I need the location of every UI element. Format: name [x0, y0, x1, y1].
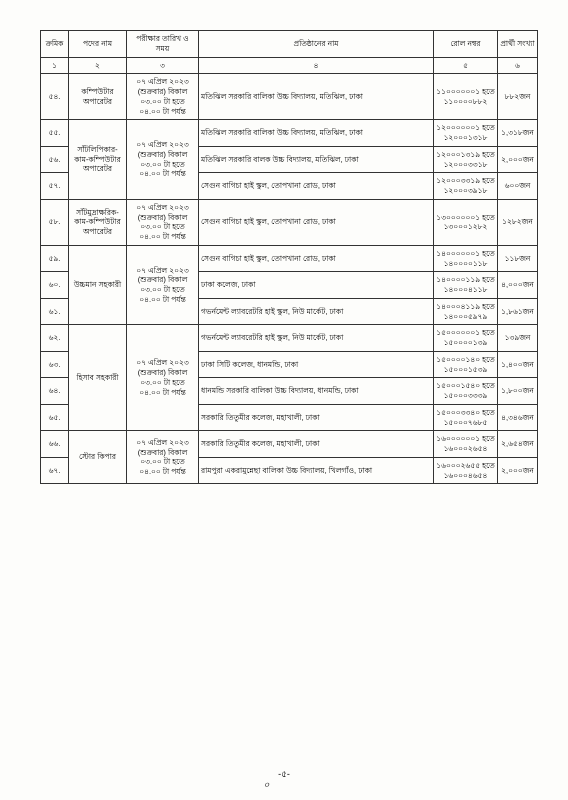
- cell-roll: ১৬০০০২৬৫৫ হতে ১৬০০০৪৬৫৪: [434, 457, 498, 484]
- cell-roll: ১৫০০০০০০১ হতে ১৫০০০০১৩৯: [434, 325, 498, 352]
- col-post: পদের নাম: [69, 31, 127, 58]
- cell-dt: ০৭ এপ্রিল ২০২৩ (শুক্রবার) বিকাল ০৩.০০ টা…: [127, 325, 199, 431]
- cell-inst: রামপুরা একরামুন্নেছা বালিকা উচ্চ বিদ্যাল…: [199, 457, 434, 484]
- cell-sn: ৫৯.: [41, 245, 69, 272]
- page-number: -৫-: [0, 767, 568, 782]
- table-row: ৫৮. সাঁটমুদ্রাক্ষরিক-কাম-কম্পিউটার অপারে…: [41, 199, 538, 245]
- cell-post: উচ্চমান সহকারী: [69, 245, 127, 325]
- cell-inst: গভর্নমেন্ট ল্যাবরেটরি হাই স্কুল, নিউ মার…: [199, 298, 434, 325]
- cell-inst: মতিঝিল সরকারি বালিকা উচ্চ বিদ্যালয়, মতি…: [199, 120, 434, 147]
- cell-dt: ০৭ এপ্রিল ২০২৩ (শুক্রবার) বিকাল ০৩.০০ টা…: [127, 199, 199, 245]
- cell-inst: ঢাকা সিটি কলেজ, ধানমন্ডি, ঢাকা: [199, 351, 434, 378]
- col-institution: প্রতিষ্ঠানের নাম: [199, 31, 434, 58]
- cell-inst: সেগুন বাগিচা হাই স্কুল, তোপখানা রোড, ঢাক…: [199, 199, 434, 245]
- table-row: ৫৯. উচ্চমান সহকারী ০৭ এপ্রিল ২০২৩ (শুক্র…: [41, 245, 538, 272]
- cell-cnt: ২,৬৫৪জন: [498, 431, 538, 458]
- cell-cnt: ৬০০জন: [498, 173, 538, 200]
- cell-roll: ১৫০০০১৫৪০ হতে ১৫০০০৩৩৩৯: [434, 378, 498, 405]
- cell-dt: ০৭ এপ্রিল ২০২৩ (শুক্রবার) বিকাল ০৩.০০ টা…: [127, 245, 199, 325]
- cell-cnt: ৮৮২জন: [498, 74, 538, 120]
- col-datetime: পরীক্ষার তারিখ ও সময়: [127, 31, 199, 58]
- cell-roll: ১৫০০০০১৪০ হতে ১৫০০০১৫৩৯: [434, 351, 498, 378]
- cell-sn: ৬০.: [41, 272, 69, 299]
- cell-cnt: ২,০০০জন: [498, 457, 538, 484]
- cell-dt: ০৭ এপ্রিল ২০২৩ (শুক্রবার) বিকাল ০৩.০০ টা…: [127, 120, 199, 200]
- subheader-row: ১ ২ ৩ ৪ ৫ ৬: [41, 57, 538, 74]
- cell-post: স্টোর কিপার: [69, 431, 127, 484]
- cell-cnt: ১,৮৬১জন: [498, 298, 538, 325]
- cell-dt: ০৭ এপ্রিল ২০২৩ (শুক্রবার) বিকাল ০৩.০০ টা…: [127, 74, 199, 120]
- cell-cnt: ২,০০০জন: [498, 146, 538, 173]
- cell-cnt: ১,৮০০জন: [498, 378, 538, 405]
- cell-post: সাঁটমুদ্রাক্ষরিক-কাম-কম্পিউটার অপারেটর: [69, 199, 127, 245]
- cell-post: সাঁটলিপিকার-কাম-কম্পিউটার অপারেটর: [69, 120, 127, 200]
- cell-inst: ধানমন্ডি সরকারি বালিকা উচ্চ বিদ্যালয়, ধ…: [199, 378, 434, 405]
- cell-roll: ১২০০০১৩১৯ হতে ১২০০০৩৩১৮: [434, 146, 498, 173]
- cell-sn: ৬৪.: [41, 378, 69, 405]
- col-serial: ক্রমিক: [41, 31, 69, 58]
- cell-roll: ১৪০০০০০০১ হতে ১৪০০০০১১৮: [434, 245, 498, 272]
- cell-sn: ৬১.: [41, 298, 69, 325]
- cell-inst: সেগুন বাগিচা হাই স্কুল, তোপখানা রোড, ঢাক…: [199, 173, 434, 200]
- cell-sn: ৫৬.: [41, 146, 69, 173]
- cell-sn: ৬৬.: [41, 431, 69, 458]
- schedule-table: ক্রমিক পদের নাম পরীক্ষার তারিখ ও সময় প্…: [40, 30, 538, 484]
- cell-roll: ১৫০০০৩৩৪০ হতে ১৫০০০৭৬৮৫: [434, 404, 498, 431]
- cell-inst: সরকারি তিতুমীর কলেজ, মহাখালী, ঢাকা: [199, 404, 434, 431]
- signature-mark: ৹: [264, 775, 269, 796]
- cell-cnt: ১৩৯জন: [498, 325, 538, 352]
- cell-roll: ১৬০০০০০০১ হতে ১৬০০০২৬৫৪: [434, 431, 498, 458]
- cell-sn: ৬২.: [41, 325, 69, 352]
- cell-sn: ৫৮.: [41, 199, 69, 245]
- cell-cnt: ১২৮২জন: [498, 199, 538, 245]
- table-row: ৫৫. সাঁটলিপিকার-কাম-কম্পিউটার অপারেটর ০৭…: [41, 120, 538, 147]
- cell-sn: ৬৭.: [41, 457, 69, 484]
- table-row: ৬২. হিসাব সহকারী ০৭ এপ্রিল ২০২৩ (শুক্রবা…: [41, 325, 538, 352]
- cell-dt: ০৭ এপ্রিল ২০২৩ (শুক্রবার) বিকাল ০৩.০০ টা…: [127, 431, 199, 484]
- cell-sn: ৫৪.: [41, 74, 69, 120]
- cell-inst: সরকারি তিতুমীর কলেজ, মহাখালী, ঢাকা: [199, 431, 434, 458]
- cell-sn: ৬৩.: [41, 351, 69, 378]
- cell-roll: ১১০০০০০০১ হতে ১১০০০০৮৮২: [434, 74, 498, 120]
- cell-cnt: ১,৪০০জন: [498, 351, 538, 378]
- cell-cnt: ১,৩১৮জন: [498, 120, 538, 147]
- cell-sn: ৫৫.: [41, 120, 69, 147]
- cell-cnt: ৪,০০০জন: [498, 272, 538, 299]
- document-page: ক্রমিক পদের নাম পরীক্ষার তারিখ ও সময় প্…: [0, 0, 568, 800]
- cell-roll: ১২০০০৩৩১৯ হতে ১২০০০৩৯১৮: [434, 173, 498, 200]
- table-row: ৬৬. স্টোর কিপার ০৭ এপ্রিল ২০২৩ (শুক্রবার…: [41, 431, 538, 458]
- cell-inst: মতিঝিল সরকারি বালিকা উচ্চ বিদ্যালয়, মতি…: [199, 74, 434, 120]
- cell-cnt: ৪,৩৪৬জন: [498, 404, 538, 431]
- cell-cnt: ১১৮জন: [498, 245, 538, 272]
- cell-sn: ৬৫.: [41, 404, 69, 431]
- cell-post: হিসাব সহকারী: [69, 325, 127, 431]
- col-roll: রোল নম্বর: [434, 31, 498, 58]
- cell-inst: মতিঝিল সরকারি বালক উচ্চ বিদ্যালয়, মতিঝি…: [199, 146, 434, 173]
- cell-roll: ১২০০০০০০১ হতে ১২০০০১৩১৮: [434, 120, 498, 147]
- table-row: ৫৪. কম্পিউটার অপারেটর ০৭ এপ্রিল ২০২৩ (শু…: [41, 74, 538, 120]
- cell-inst: গভর্নমেন্ট ল্যাবরেটরি হাই স্কুল, নিউ মার…: [199, 325, 434, 352]
- cell-inst: সেগুন বাগিচা হাই স্কুল, তোপখানা রোড, ঢাক…: [199, 245, 434, 272]
- cell-post: কম্পিউটার অপারেটর: [69, 74, 127, 120]
- col-count: প্রার্থী সংখ্যা: [498, 31, 538, 58]
- cell-sn: ৫৭.: [41, 173, 69, 200]
- cell-inst: ঢাকা কলেজ, ঢাকা: [199, 272, 434, 299]
- cell-roll: ১৪০০০০১১৯ হতে ১৪০০০৪১১৮: [434, 272, 498, 299]
- cell-roll: ১৪০০০৪১১৯ হতে ১৪০০০৫৯৭৯: [434, 298, 498, 325]
- cell-roll: ১৩০০০০০০১ হতে ১৩০০০১২৮২: [434, 199, 498, 245]
- header-row: ক্রমিক পদের নাম পরীক্ষার তারিখ ও সময় প্…: [41, 31, 538, 58]
